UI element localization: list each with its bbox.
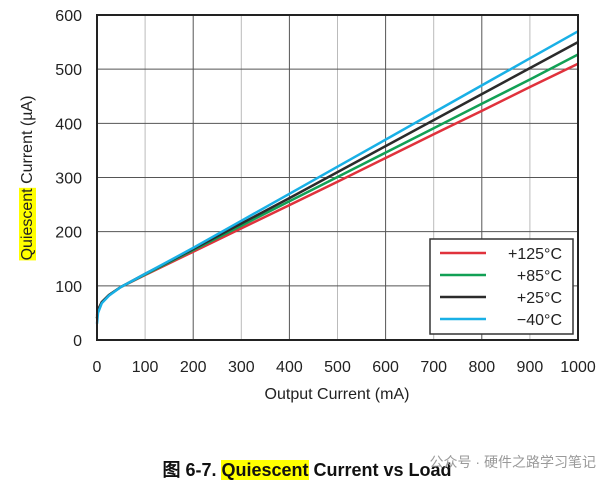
x-axis-label: Output Current (mA) xyxy=(265,386,410,403)
y-tick-label: 200 xyxy=(55,225,82,242)
x-tick-label: 400 xyxy=(276,359,303,376)
y-tick-label: 600 xyxy=(55,8,82,25)
x-tick-label: 900 xyxy=(517,359,544,376)
x-tick-label: 0 xyxy=(93,359,102,376)
plot-frame xyxy=(96,14,579,341)
x-tick-label: 300 xyxy=(228,359,255,376)
legend-label: +125°C xyxy=(508,246,562,263)
x-tick-label: 100 xyxy=(132,359,159,376)
y-tick-label: 0 xyxy=(73,333,82,350)
svg-text:Quiescent Current (µA): Quiescent Current (µA) xyxy=(19,96,36,261)
x-tick-label: 700 xyxy=(420,359,447,376)
x-tick-label: 800 xyxy=(468,359,495,376)
x-tick-label: 200 xyxy=(180,359,207,376)
y-axis-label: Quiescent Current (µA) xyxy=(19,96,36,261)
caption-highlight: Quiescent xyxy=(221,460,309,480)
series-line xyxy=(95,30,579,324)
y-tick-label: 100 xyxy=(55,279,82,296)
legend-label: +85°C xyxy=(517,268,562,285)
caption-rest: Current vs Load xyxy=(308,460,452,480)
legend: +125°C +85°C +25°C −40°C xyxy=(429,238,574,335)
y-axis-label-rest: Current (µA) xyxy=(19,96,36,189)
x-tick-label: 500 xyxy=(324,359,351,376)
series-lines xyxy=(95,30,579,324)
y-axis-label-highlight: Quiescent xyxy=(19,188,36,261)
caption-prefix: 图 6-7. xyxy=(162,460,222,480)
y-tick-label: 300 xyxy=(55,171,82,188)
y-label-highlight-box xyxy=(19,187,36,261)
x-tick-label: 600 xyxy=(372,359,399,376)
legend-label: +25°C xyxy=(517,290,562,307)
tick-labels: 0 100 200 300 400 500 600 700 800 900 1000 0 100 200 3… xyxy=(55,8,596,376)
figure-caption: 图 6-7. Quiescent Current vs Load xyxy=(0,456,614,482)
y-tick-label: 400 xyxy=(55,116,82,133)
legend-label: −40°C xyxy=(517,312,562,329)
quiescent-current-chart: 0 100 200 300 400 500 600 700 800 900 1000 0 100 200 3… xyxy=(19,8,596,403)
y-tick-label: 500 xyxy=(55,62,82,79)
x-tick-label: 1000 xyxy=(560,359,596,376)
watermark: 公众号 · 硬件之路学习笔记 xyxy=(429,454,596,470)
